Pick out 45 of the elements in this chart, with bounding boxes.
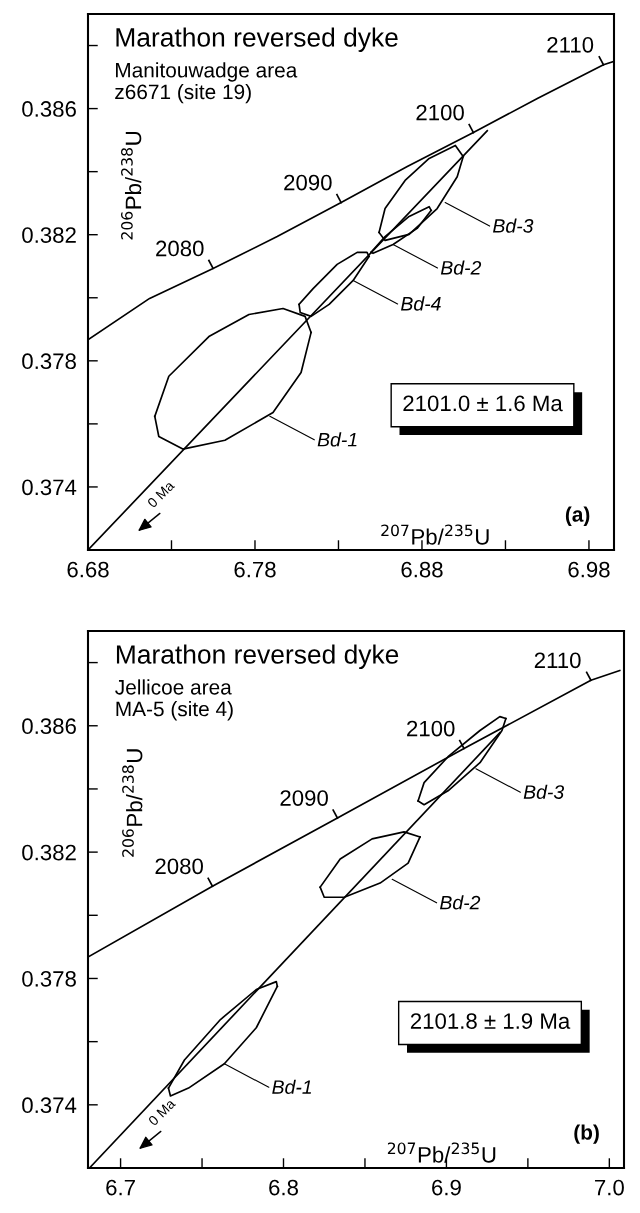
y-tick-label: 0.374 (22, 479, 77, 496)
text: Jellicoe area MA-5 (site 4) (115, 679, 233, 721)
annotation: 0 Ma (146, 479, 176, 509)
text: Manitouwadge area z6671 (site 19) (115, 62, 298, 104)
y-tick-label: 0.386 (22, 101, 76, 117)
y-axis-title: $^{206}$Pb/$^{238}$U (122, 749, 143, 857)
annotation: 2080 (156, 240, 204, 257)
x-tick-label: 6.98 (568, 561, 610, 578)
annotation: Bd-3 (523, 784, 565, 799)
annotation: Bd-2 (439, 895, 481, 910)
annotation: (b) (574, 1124, 599, 1144)
annotation: 2110 (534, 652, 581, 669)
x-axis-title: $^{207}$Pb/$^{235}$U (381, 524, 489, 545)
annotation: Bd-1 (272, 1079, 312, 1094)
annotation: 2100 (407, 720, 455, 737)
x-tick-label: 6.88 (401, 561, 443, 578)
x-tick-label: 6.7 (106, 1179, 135, 1196)
annotation: 2090 (280, 790, 328, 806)
annotation: 2110 (547, 36, 594, 53)
annotation: 2080 (155, 858, 203, 875)
x-tick-label: 6.68 (67, 561, 109, 578)
y-tick-label: 0.382 (22, 844, 76, 861)
x-tick-label: 7.0 (595, 1179, 624, 1196)
annotation: Bd-2 (440, 260, 482, 275)
annotation: 0 Ma (147, 1097, 177, 1127)
x-tick-label: 6.78 (234, 561, 276, 578)
annotation: 2101.0 ± 1.6 Ma (403, 395, 563, 412)
x-tick-label: 6.9 (432, 1179, 461, 1196)
annotation: Bd-4 (400, 296, 441, 311)
chart-title: Marathon reversed dyke (116, 644, 399, 670)
annotation: 2090 (284, 174, 332, 191)
y-tick-label: 0.374 (22, 1097, 77, 1114)
y-tick-label: 0.382 (22, 227, 76, 243)
annotation: Bd-1 (317, 432, 357, 447)
y-tick-label: 0.378 (22, 971, 76, 987)
annotation: (a) (565, 506, 590, 526)
annotation: 2101.8 ± 1.9 Ma (410, 1013, 571, 1029)
annotation: 2100 (416, 104, 464, 121)
y-tick-label: 0.386 (22, 718, 76, 735)
y-axis-title: $^{206}$Pb/$^{238}$U (121, 132, 142, 240)
chart-title: Marathon reversed dyke (116, 27, 398, 52)
x-axis-title: $^{207}$Pb/$^{235}$U (387, 1142, 496, 1163)
x-tick-label: 6.8 (269, 1179, 298, 1196)
annotation: Bd-3 (493, 218, 534, 233)
y-tick-label: 0.378 (22, 353, 76, 370)
